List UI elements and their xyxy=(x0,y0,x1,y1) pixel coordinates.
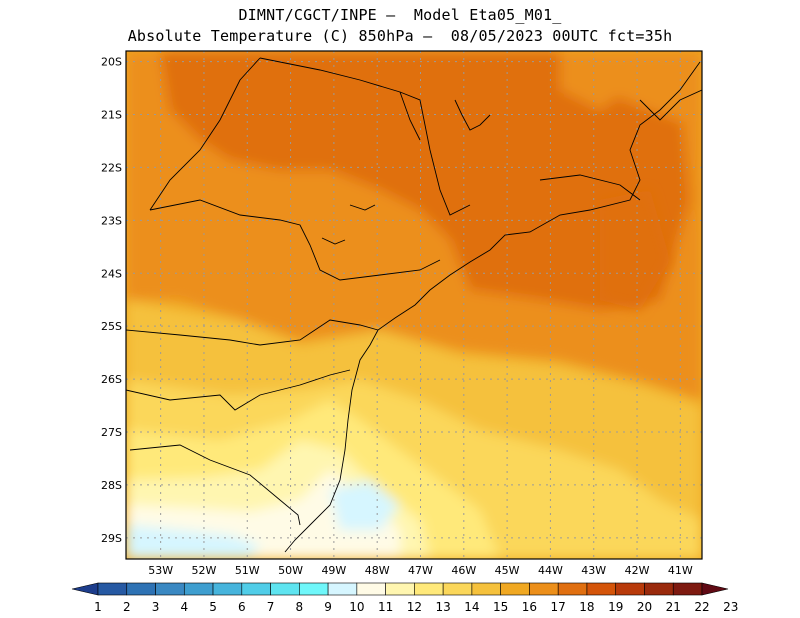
colorbar-label: 12 xyxy=(407,600,422,614)
lat-label: 29S xyxy=(101,532,122,545)
colorbar: 1 2 3 4 5 6 7 8 9 10 11 12 13 14 15 16 17 18 19 20 21 22 23 xyxy=(71,582,738,614)
colorbar-swatch xyxy=(270,582,300,596)
colorbar-swatch xyxy=(500,582,530,596)
lon-label: 48W xyxy=(365,564,390,577)
colorbar-swatch xyxy=(557,582,588,596)
colorbar-label: 11 xyxy=(378,600,393,614)
colorbar-swatch xyxy=(644,582,674,596)
lat-label: 26S xyxy=(101,373,122,386)
colorbar-label: 7 xyxy=(267,600,275,614)
colorbar-swatch xyxy=(672,582,703,596)
colorbar-label: 13 xyxy=(436,600,451,614)
colorbar-swatch xyxy=(471,582,501,596)
colorbar-label: 2 xyxy=(123,600,131,614)
temperature-field xyxy=(126,51,702,559)
colorbar-label: 17 xyxy=(551,600,566,614)
colorbar-swatch xyxy=(414,582,444,596)
colorbar-label: 6 xyxy=(238,600,246,614)
colorbar-swatch xyxy=(299,582,329,596)
colorbar-swatch xyxy=(183,582,214,596)
lat-label: 22S xyxy=(101,161,122,174)
title-line-1: DIMNT/CGCT/INPE – Model Eta05_M01_ xyxy=(238,6,562,24)
colorbar-label: 9 xyxy=(324,600,332,614)
colorbar-swatch xyxy=(615,582,645,596)
colorbar-label: 14 xyxy=(464,600,479,614)
graticule xyxy=(126,51,702,559)
colorbar-label: 8 xyxy=(296,600,304,614)
lon-label: 41W xyxy=(668,564,693,577)
lon-label: 49W xyxy=(321,564,346,577)
colorbar-label: 1 xyxy=(94,600,102,614)
colorbar-label: 18 xyxy=(579,600,594,614)
colorbar-label: 4 xyxy=(180,600,188,614)
colorbar-swatch xyxy=(126,582,156,596)
lon-label: 44W xyxy=(538,564,563,577)
colorbar-label: 22 xyxy=(694,600,709,614)
lon-label: 53W xyxy=(148,564,173,577)
colorbar-swatch xyxy=(385,582,415,596)
lon-label: 46W xyxy=(451,564,476,577)
colorbar-label: 10 xyxy=(349,600,364,614)
longitude-labels: 53W 52W 51W 50W 49W 48W 47W 46W 45W 44W 43W 42W 41W xyxy=(148,564,693,577)
lat-label: 23S xyxy=(101,214,122,227)
colorbar-label: 16 xyxy=(522,600,537,614)
colorbar-swatch xyxy=(356,582,386,596)
lon-label: 51W xyxy=(235,564,260,577)
lon-label: 47W xyxy=(408,564,433,577)
lat-label: 20S xyxy=(101,56,122,69)
lat-label: 21S xyxy=(101,109,122,122)
colorbar-label: 19 xyxy=(608,600,623,614)
colorbar-swatch xyxy=(529,582,559,596)
colorbar-label: 21 xyxy=(666,600,681,614)
colorbar-label: 3 xyxy=(152,600,160,614)
map-frame xyxy=(125,50,703,560)
colorbar-swatch xyxy=(586,582,617,596)
lon-label: 52W xyxy=(192,564,217,577)
latitude-labels: 20S 21S 22S 23S 24S 25S 26S 27S 28S 29S xyxy=(101,56,122,545)
colorbar-swatch xyxy=(442,582,473,596)
colorbar-swatch xyxy=(327,582,358,596)
colorbar-label: 23 xyxy=(723,600,738,614)
lat-label: 24S xyxy=(101,267,122,280)
lon-label: 45W xyxy=(495,564,520,577)
lon-label: 43W xyxy=(581,564,606,577)
lon-label: 42W xyxy=(625,564,650,577)
colorbar-arrow-low xyxy=(71,582,99,596)
colorbar-label: 15 xyxy=(493,600,508,614)
lon-label: 50W xyxy=(278,564,303,577)
colorbar-label: 20 xyxy=(637,600,652,614)
colorbar-swatch xyxy=(241,582,271,596)
lat-label: 25S xyxy=(101,320,122,333)
colorbar-swatch xyxy=(155,582,185,596)
lat-label: 28S xyxy=(101,479,122,492)
title-line-2: Absolute Temperature (C) 850hPa – 08/05/… xyxy=(127,27,673,45)
coastline-and-borders xyxy=(126,57,702,553)
lat-label: 27S xyxy=(101,426,122,439)
colorbar-label: 5 xyxy=(209,600,217,614)
colorbar-arrow-high xyxy=(701,582,729,596)
colorbar-swatch xyxy=(97,582,128,596)
colorbar-swatch xyxy=(212,582,243,596)
